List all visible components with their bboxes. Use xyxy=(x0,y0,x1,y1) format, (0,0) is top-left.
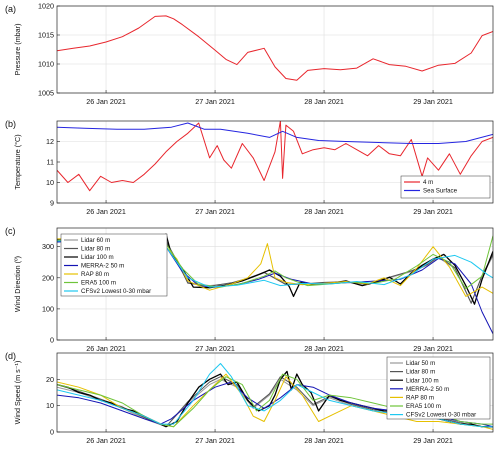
legend-entry: Sea Surface xyxy=(423,188,458,195)
y-tick-label: 200 xyxy=(42,273,54,282)
legend-entry: Lidar 80 m xyxy=(406,369,435,376)
axes-frame xyxy=(56,352,494,433)
plot-area xyxy=(57,6,493,93)
x-tick-label: 29 Jan 2021 xyxy=(413,97,453,106)
y-tick-label: 100 xyxy=(42,304,54,313)
y-tick-label: 1005 xyxy=(38,89,54,98)
y-tick-label: 0 xyxy=(50,336,54,345)
x-tick-label: 28 Jan 2021 xyxy=(304,344,344,353)
y-tick-label: 1015 xyxy=(38,31,54,40)
x-tick-label: 26 Jan 2021 xyxy=(86,344,126,353)
x-tick-label: 27 Jan 2021 xyxy=(195,207,235,216)
x-tick-label: 28 Jan 2021 xyxy=(304,97,344,106)
panel-a: 1005 1010 1015 1020 26 Jan 2021 27 Jan 2021 28… xyxy=(5,2,494,106)
series-line-sea-surface xyxy=(57,122,493,144)
x-tick-label: 27 Jan 2021 xyxy=(195,436,235,445)
legend-entry: MERRA-2 50 m xyxy=(81,263,124,270)
panel-d: 0 10 20 26 Jan 2021 27 Jan 2021 28 Jan 2021 29… xyxy=(5,351,494,445)
panel-b: 9 10 11 12 26 Jan 2021 27 Jan 2021 28 Jan 2021… xyxy=(5,119,494,216)
x-tick-label: 26 Jan 2021 xyxy=(86,207,126,216)
legend-entry: 4 m xyxy=(423,179,433,186)
y-tick-label: 1020 xyxy=(38,2,54,11)
legend-box xyxy=(400,175,491,199)
series-line-4-m xyxy=(57,121,493,192)
legend-entry: CFSv2 Lowest 0-30 mbar xyxy=(81,288,151,295)
y-tick-label: 10 xyxy=(46,178,54,187)
x-tick-label: 27 Jan 2021 xyxy=(195,97,235,106)
x-tick-label: 29 Jan 2021 xyxy=(413,344,453,353)
legend-box xyxy=(386,356,491,420)
legend-entry: Lidar 100 m xyxy=(406,377,439,384)
y-axis-label: Wind Speed (m s⁻¹) xyxy=(13,361,22,425)
legend-entry: Lidar 50 m xyxy=(406,360,435,367)
x-tick-label: 26 Jan 2021 xyxy=(86,97,126,106)
panel-label: (a) xyxy=(5,4,16,14)
y-tick-label: 300 xyxy=(42,242,54,251)
y-axis-label: Temperature (°C) xyxy=(13,134,22,189)
x-tick-label: 29 Jan 2021 xyxy=(413,207,453,216)
y-tick-label: 11 xyxy=(47,158,54,167)
y-tick-label: 10 xyxy=(46,401,54,410)
x-tick-label: 26 Jan 2021 xyxy=(86,436,126,445)
legend-entry: CFSv2 Lowest 0-30 mbar xyxy=(406,412,476,419)
x-tick-label: 27 Jan 2021 xyxy=(195,344,235,353)
y-axis-label: Wind Direction (º) xyxy=(13,256,22,312)
axes-frame xyxy=(56,227,494,341)
legend-entry: Lidar 60 m xyxy=(81,237,110,244)
y-axis-label: Pressure (mbar) xyxy=(13,24,22,76)
y-tick-label: 20 xyxy=(46,375,54,384)
panel-label: (b) xyxy=(5,119,16,129)
y-tick-label: 1010 xyxy=(38,60,54,69)
legend-box xyxy=(60,233,168,297)
y-tick-label: 9 xyxy=(50,199,54,208)
legend-entry: RAP 80 m xyxy=(406,395,434,402)
x-tick-label: 28 Jan 2021 xyxy=(304,207,344,216)
series-line-main xyxy=(57,15,493,81)
panel-c: 0 100 200 300 26 Jan 2021 27 Jan 2021 28 Jan 2… xyxy=(5,226,494,353)
legend-entry: Lidar 80 m xyxy=(81,246,110,253)
axes-frame xyxy=(56,5,494,94)
y-tick-label: 0 xyxy=(50,428,54,437)
legend-entry: MERRA-2 50 m xyxy=(406,386,449,393)
y-tick-label: 12 xyxy=(46,137,54,146)
legend-entry: ERA5 100 m xyxy=(406,403,441,410)
panel-label: (c) xyxy=(5,226,16,236)
legend-entry: ERA5 100 m xyxy=(81,280,116,287)
legend-entry: RAP 80 m xyxy=(81,271,109,278)
panel-label: (d) xyxy=(5,351,16,361)
legend-entry: Lidar 100 m xyxy=(81,254,114,261)
x-tick-label: 28 Jan 2021 xyxy=(304,436,344,445)
legend: 4 m Sea Surface xyxy=(400,175,491,199)
x-tick-label: 29 Jan 2021 xyxy=(413,436,453,445)
